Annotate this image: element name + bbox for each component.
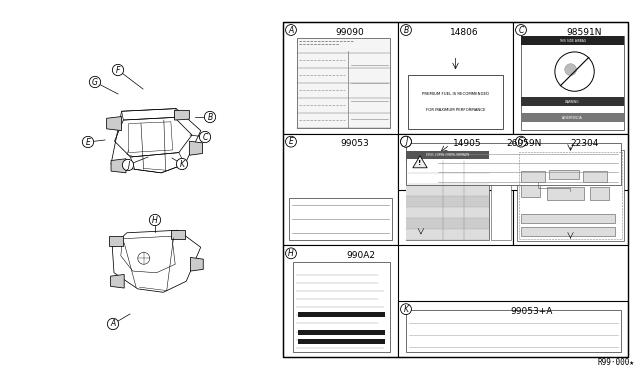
Bar xyxy=(398,22,513,134)
Bar xyxy=(408,75,503,129)
Bar xyxy=(517,150,624,241)
Text: 14905: 14905 xyxy=(452,139,481,148)
Text: B: B xyxy=(403,26,408,35)
Bar xyxy=(406,173,489,184)
Bar xyxy=(283,22,628,357)
Circle shape xyxy=(564,64,577,76)
Text: K: K xyxy=(403,305,408,314)
Bar xyxy=(406,151,489,240)
Polygon shape xyxy=(107,116,122,131)
Bar xyxy=(406,310,621,352)
Bar xyxy=(513,22,628,134)
Polygon shape xyxy=(175,110,189,120)
Bar xyxy=(298,339,385,344)
Text: 99053+A: 99053+A xyxy=(510,307,552,316)
Bar xyxy=(293,262,390,352)
Bar xyxy=(406,162,489,173)
Text: R99·000★: R99·000★ xyxy=(598,358,635,367)
Bar xyxy=(283,245,398,357)
Text: 99090: 99090 xyxy=(335,28,364,36)
Text: F: F xyxy=(116,65,120,74)
Text: 990A2: 990A2 xyxy=(347,251,376,260)
Bar xyxy=(549,170,579,179)
Text: 99053: 99053 xyxy=(340,139,369,148)
Bar xyxy=(406,151,489,159)
Text: 22304: 22304 xyxy=(570,139,598,148)
Bar xyxy=(491,151,511,240)
Text: G: G xyxy=(518,137,524,146)
Text: A: A xyxy=(110,320,116,328)
Text: F: F xyxy=(404,137,408,146)
Bar xyxy=(521,227,615,236)
Bar xyxy=(406,218,489,229)
Bar xyxy=(406,229,489,240)
Text: FOR MAXIMUM PERFORMANCE: FOR MAXIMUM PERFORMANCE xyxy=(426,108,485,112)
Text: K: K xyxy=(179,160,184,169)
Bar xyxy=(519,152,622,239)
Polygon shape xyxy=(111,159,126,173)
Text: H: H xyxy=(152,215,158,224)
Bar xyxy=(521,36,624,130)
Text: ADVERTENCIA: ADVERTENCIA xyxy=(562,116,583,120)
Bar xyxy=(513,134,628,245)
Text: A: A xyxy=(289,26,294,35)
Text: C: C xyxy=(202,132,208,141)
Bar xyxy=(521,214,615,223)
Bar xyxy=(289,198,392,240)
Bar xyxy=(521,97,624,106)
Polygon shape xyxy=(171,230,186,239)
Text: EMISS. ELMSN. CONTRL INFRMATN: EMISS. ELMSN. CONTRL INFRMATN xyxy=(426,153,469,157)
Polygon shape xyxy=(189,141,202,155)
Bar xyxy=(297,38,390,128)
Text: H: H xyxy=(288,249,294,258)
Bar xyxy=(521,113,624,122)
Bar xyxy=(521,171,545,182)
Text: J: J xyxy=(405,137,407,146)
Bar xyxy=(406,184,489,196)
Bar xyxy=(406,196,489,207)
Bar xyxy=(547,187,584,200)
Text: 98591N: 98591N xyxy=(566,28,602,36)
Polygon shape xyxy=(111,275,124,288)
Text: !: ! xyxy=(419,160,422,166)
Polygon shape xyxy=(191,257,204,271)
Bar xyxy=(521,185,540,197)
Bar xyxy=(583,171,607,182)
Text: WARNING: WARNING xyxy=(565,100,580,104)
Text: E: E xyxy=(289,137,293,146)
Text: 26059N: 26059N xyxy=(507,139,542,148)
Bar xyxy=(398,134,628,189)
Text: G: G xyxy=(92,77,98,87)
Bar xyxy=(283,22,398,134)
Bar xyxy=(589,187,609,200)
Text: THIS SIDE AIRBAG: THIS SIDE AIRBAG xyxy=(559,38,586,42)
Text: C: C xyxy=(518,26,524,35)
Bar xyxy=(406,207,489,218)
Polygon shape xyxy=(413,156,427,168)
Text: J: J xyxy=(127,160,129,170)
Text: B: B xyxy=(207,112,212,122)
Bar xyxy=(298,312,385,317)
Text: E: E xyxy=(86,138,90,147)
Text: PREMIUM FUEL IS RECOMMENDED: PREMIUM FUEL IS RECOMMENDED xyxy=(422,92,489,96)
Bar xyxy=(398,301,628,357)
Bar xyxy=(298,330,385,335)
Bar xyxy=(398,134,513,245)
Polygon shape xyxy=(109,236,122,246)
Bar xyxy=(521,36,624,45)
Text: 14806: 14806 xyxy=(451,28,479,36)
Bar xyxy=(283,134,398,245)
Bar xyxy=(406,143,621,185)
